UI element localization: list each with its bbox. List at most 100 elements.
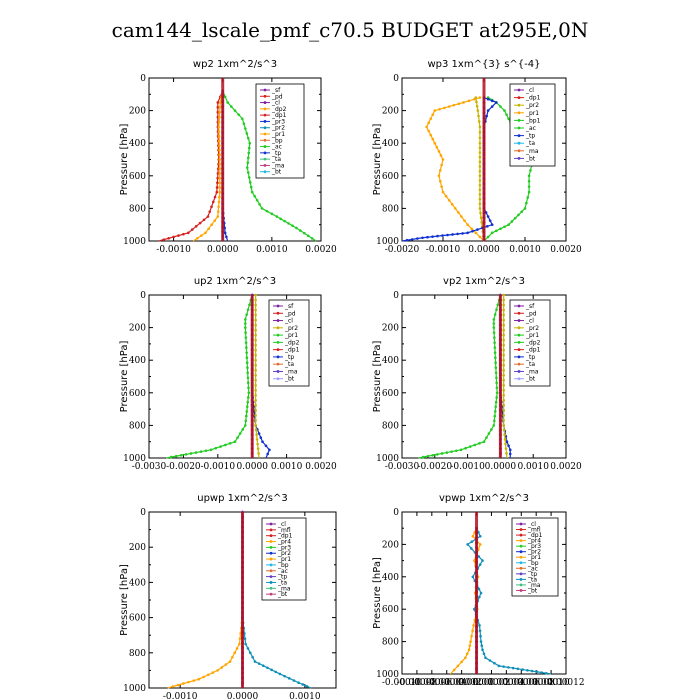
series-marker: [481, 648, 484, 651]
series-marker: [505, 452, 508, 455]
series-marker: [485, 114, 489, 118]
series-marker: [502, 313, 505, 317]
legend-marker: [263, 113, 267, 117]
series-marker: [502, 388, 505, 392]
legend-marker: [517, 134, 521, 138]
series-marker: [526, 669, 529, 672]
legend-label: _ma: [271, 162, 285, 169]
legend-item: _ma: [516, 582, 541, 589]
legend-label: _pr2: [271, 125, 285, 132]
legend-item: _dp1: [516, 532, 543, 539]
series-marker: [259, 436, 263, 439]
legend-item: _dp2: [260, 106, 287, 113]
series-marker: [502, 373, 505, 377]
legend-item: _dp1: [514, 95, 541, 102]
legend-marker: [276, 319, 280, 322]
legend-marker: [276, 311, 280, 315]
series-marker: [463, 219, 466, 222]
series-marker: [435, 145, 439, 149]
series-marker: [246, 376, 250, 380]
series-marker: [494, 405, 498, 409]
legend-item: _cl: [516, 521, 536, 528]
series-marker: [477, 587, 481, 591]
series-marker: [471, 575, 475, 579]
legend-item: _ma: [273, 368, 298, 375]
legend-marker: [517, 355, 521, 359]
legend-label: _tp: [277, 574, 287, 581]
legend-label: _ta: [284, 361, 294, 368]
legend-marker: [269, 545, 273, 549]
legend-label: _tp: [271, 150, 281, 157]
series-marker: [486, 235, 490, 239]
legend: _sf_pd_cl_pr2_pr1_dp2_dp1_tp_ta_ma_bt: [509, 299, 551, 387]
series-marker: [216, 101, 220, 104]
legend-label: _bp: [277, 562, 289, 569]
series-marker: [426, 454, 430, 458]
series-marker: [266, 452, 269, 456]
legend-label: _dp2: [284, 339, 300, 346]
legend-item: _mfl: [266, 527, 291, 534]
series-marker: [218, 190, 222, 194]
legend-label: _cl: [527, 521, 536, 528]
series-marker: [445, 451, 449, 454]
series-marker: [504, 442, 507, 446]
series-line: [158, 90, 224, 242]
legend-item: _cl: [514, 318, 534, 325]
panel-title: up2 1xm^2/s^3: [194, 276, 276, 287]
legend-marker: [263, 170, 267, 174]
legend-label: _cl: [525, 87, 534, 94]
series-marker: [254, 323, 257, 327]
legend-marker: [517, 88, 521, 92]
legend-marker: [517, 141, 521, 145]
series-marker: [216, 181, 219, 185]
series-marker: [466, 223, 469, 226]
series-marker: [477, 120, 481, 123]
legend-item: _cl: [273, 318, 293, 325]
series-marker: [270, 212, 274, 216]
legend-marker: [269, 563, 273, 567]
series-marker: [459, 448, 463, 452]
legend-label: _bt: [525, 155, 536, 162]
x-tick-label: 0.00004: [488, 678, 525, 688]
series-marker: [215, 190, 219, 194]
series-marker: [436, 453, 439, 456]
series-marker: [478, 141, 482, 145]
legend-label: _ta: [525, 361, 535, 368]
series-marker: [486, 215, 490, 218]
series-marker: [478, 146, 482, 150]
x-tick-label: 0.0020: [550, 462, 582, 472]
legend-item: _pr2: [266, 550, 291, 557]
series-pr1: [192, 89, 225, 242]
series-marker: [478, 131, 482, 134]
legend-marker: [517, 157, 521, 160]
series-marker: [471, 629, 474, 633]
series-marker: [502, 399, 505, 402]
legend: _cl_dp1_pr2_pr1_bp1_ac_tp_ta_ma_bt: [509, 83, 556, 167]
series-marker: [425, 125, 428, 129]
legend-marker: [519, 555, 523, 559]
legend-item: _ma: [260, 162, 285, 169]
series-marker: [202, 675, 205, 679]
legend-label: _pr1: [277, 556, 291, 563]
series-marker: [218, 158, 222, 161]
legend-item: _tp: [273, 354, 294, 361]
series-marker: [244, 336, 248, 339]
series-marker: [475, 104, 479, 108]
series-marker: [245, 351, 248, 354]
legend-marker: [517, 149, 521, 153]
series-marker: [247, 151, 251, 155]
legend-label: _sf: [284, 303, 294, 310]
legend-item: _pr2: [260, 125, 285, 132]
legend-label: _cl: [271, 100, 280, 107]
y-tick-label: 600: [129, 172, 146, 182]
legend-label: _tp: [284, 354, 294, 361]
series-marker: [470, 547, 473, 550]
series-marker: [241, 117, 244, 121]
legend-item: _bt: [260, 169, 282, 176]
series-marker: [225, 235, 228, 239]
legend: _sf_pd_cl_pr2_pr1_dp2_dp1_tp_ta_ma_bt: [268, 299, 310, 387]
series-marker: [502, 353, 505, 357]
series-marker: [235, 647, 239, 650]
series-marker: [244, 331, 247, 334]
series-marker: [502, 363, 505, 367]
